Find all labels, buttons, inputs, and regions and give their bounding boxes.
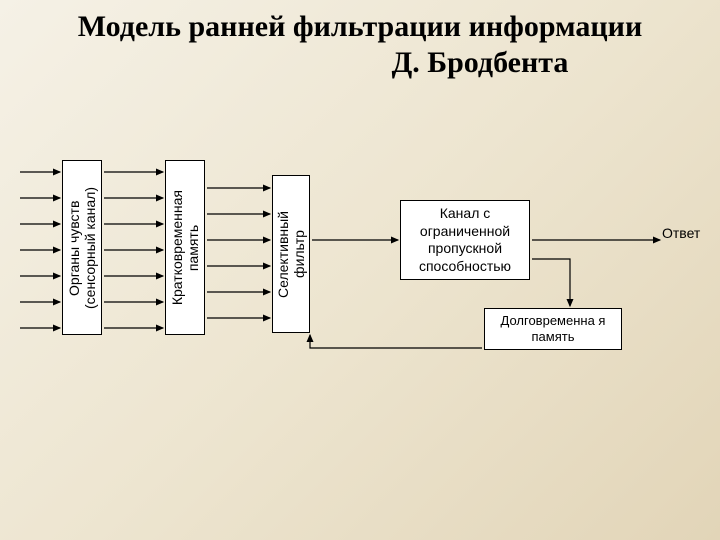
diagram-container: Органы чувств (сенсорный канал) Кратковр… <box>0 120 720 480</box>
title-line-2: Д. Бродбента <box>0 46 720 81</box>
arrows-layer <box>0 120 720 480</box>
title-line-1: Модель ранней фильтрации информации <box>0 10 720 45</box>
